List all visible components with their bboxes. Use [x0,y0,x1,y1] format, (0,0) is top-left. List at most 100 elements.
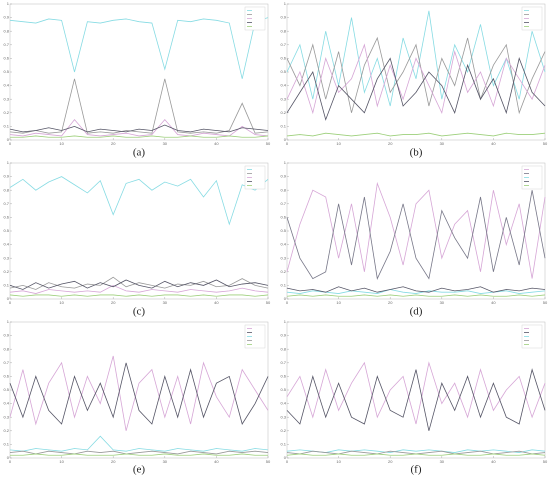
x-tick-label: 50 [266,300,271,305]
series-line [286,449,546,453]
x-tick-label: 30 [163,141,168,146]
y-tick-label: 0.5 [3,228,9,233]
x-tick-label: 30 [440,141,445,146]
x-tick-label: 0 [9,141,12,146]
series-line [286,294,546,297]
y-tick-label: 0 [284,296,287,301]
y-tick-label: 0.3 [280,96,286,101]
y-tick-label: 0.2 [280,110,286,115]
series-line [286,453,546,456]
x-tick-label: 20 [388,459,393,464]
y-tick-label: 0.6 [280,214,286,219]
legend-box [244,165,266,190]
y-tick-label: 0.8 [280,346,286,351]
y-tick-label: 0.4 [280,83,286,88]
y-tick-label: 0.7 [280,201,286,206]
y-tick-label: 0.9 [3,174,9,179]
y-tick-label: 0.1 [280,441,286,446]
y-tick-label: 0.3 [3,96,9,101]
x-tick-label: 10 [59,141,64,146]
y-tick-label: 0.8 [280,28,286,33]
panel-caption: (b) [410,147,423,159]
y-tick-label: 0.3 [280,414,286,419]
x-tick-label: 50 [266,459,271,464]
y-tick-label: 0.3 [3,255,9,260]
y-tick-label: 0.2 [280,428,286,433]
y-tick-label: 0.6 [280,55,286,60]
y-tick-label: 0.4 [3,83,9,88]
y-tick-label: 1 [7,160,10,165]
series-line [286,36,546,115]
y-tick-label: 0 [7,455,10,460]
x-tick-label: 0 [9,300,12,305]
y-tick-label: 0.8 [3,346,9,351]
x-tick-label: 50 [543,141,548,146]
y-tick-label: 0.8 [3,187,9,192]
series-line [9,450,269,455]
series-line [9,118,269,137]
y-tick-label: 0.2 [3,428,9,433]
panel-caption: (c) [133,306,146,318]
x-tick-label: 40 [491,459,496,464]
y-tick-label: 0.2 [280,269,286,274]
x-tick-label: 40 [214,141,219,146]
y-tick-label: 0.2 [3,110,9,115]
y-tick-label: 0.7 [280,42,286,47]
y-tick-label: 0.8 [280,187,286,192]
y-tick-label: 0.9 [280,174,286,179]
y-tick-label: 0.8 [3,28,9,33]
series-line [9,276,269,290]
y-tick-label: 0.7 [3,42,9,47]
y-tick-label: 0.1 [280,282,286,287]
y-tick-label: 0.5 [3,69,9,74]
x-tick-label: 10 [336,141,341,146]
y-tick-label: 0.1 [3,282,9,287]
y-tick-label: 0.4 [280,401,286,406]
x-tick-label: 0 [286,459,289,464]
x-tick-label: 10 [59,300,64,305]
y-tick-label: 1 [7,319,10,324]
y-tick-label: 0.6 [280,373,286,378]
y-tick-label: 0.1 [280,123,286,128]
series-line [10,453,268,456]
y-tick-label: 0.4 [280,242,286,247]
x-tick-label: 20 [388,141,393,146]
y-tick-label: 0.5 [280,387,286,392]
series-line [286,10,546,107]
x-tick-label: 20 [111,141,116,146]
x-tick-label: 20 [111,459,116,464]
x-tick-label: 10 [336,300,341,305]
legend-box [244,324,266,349]
x-tick-label: 30 [163,459,168,464]
plot-frame [9,3,269,141]
x-tick-label: 40 [491,141,496,146]
y-tick-label: 0 [284,455,287,460]
y-tick-label: 0.1 [3,441,9,446]
series-line [9,17,269,79]
x-tick-label: 20 [388,300,393,305]
series-line [9,284,269,294]
panel-caption: (e) [133,464,146,476]
legend-box [521,6,543,31]
x-tick-label: 10 [336,459,341,464]
series-line [10,135,269,138]
series-line [286,57,546,121]
y-tick-label: 0 [7,137,10,142]
x-tick-label: 30 [440,300,445,305]
y-tick-label: 0.3 [280,255,286,260]
legend-box [521,324,543,349]
legend-box [244,6,266,31]
series-line [286,286,546,293]
y-tick-label: 0.6 [3,55,9,60]
y-tick-label: 0.6 [3,373,9,378]
plot-frame [286,162,546,300]
y-tick-label: 0.3 [3,414,9,419]
y-tick-label: 0.6 [3,214,9,219]
y-tick-label: 0.4 [3,242,9,247]
series-line [9,362,269,425]
series-line [9,279,269,290]
x-tick-label: 0 [9,459,12,464]
y-tick-label: 1 [7,1,10,6]
series-line [9,294,269,297]
